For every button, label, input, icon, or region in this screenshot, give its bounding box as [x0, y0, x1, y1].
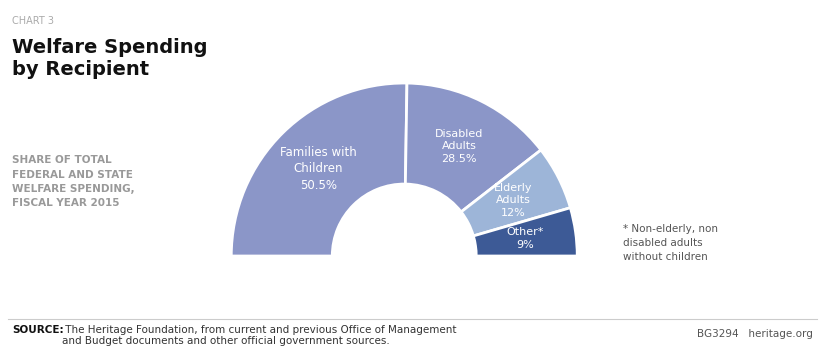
Text: The Heritage Foundation, from current and previous Office of Management
and Budg: The Heritage Foundation, from current an…	[62, 325, 456, 347]
Text: Disabled
Adults
28.5%: Disabled Adults 28.5%	[435, 129, 483, 164]
Text: Welfare Spending
by Recipient: Welfare Spending by Recipient	[12, 38, 208, 79]
Wedge shape	[461, 150, 570, 236]
Text: CHART 3: CHART 3	[12, 16, 54, 26]
Text: Families with
Children
50.5%: Families with Children 50.5%	[280, 146, 356, 192]
Wedge shape	[231, 83, 407, 256]
Text: SHARE OF TOTAL
FEDERAL AND STATE
WELFARE SPENDING,
FISCAL YEAR 2015: SHARE OF TOTAL FEDERAL AND STATE WELFARE…	[12, 155, 135, 208]
Wedge shape	[474, 208, 578, 256]
Wedge shape	[405, 83, 541, 212]
Text: BG3294   heritage.org: BG3294 heritage.org	[697, 329, 813, 339]
Text: Elderly
Adults
12%: Elderly Adults 12%	[494, 183, 533, 218]
Text: SOURCE:: SOURCE:	[12, 325, 64, 335]
Text: Other*
9%: Other* 9%	[507, 227, 544, 250]
Text: * Non-elderly, non
disabled adults
without children: * Non-elderly, non disabled adults witho…	[623, 224, 718, 262]
